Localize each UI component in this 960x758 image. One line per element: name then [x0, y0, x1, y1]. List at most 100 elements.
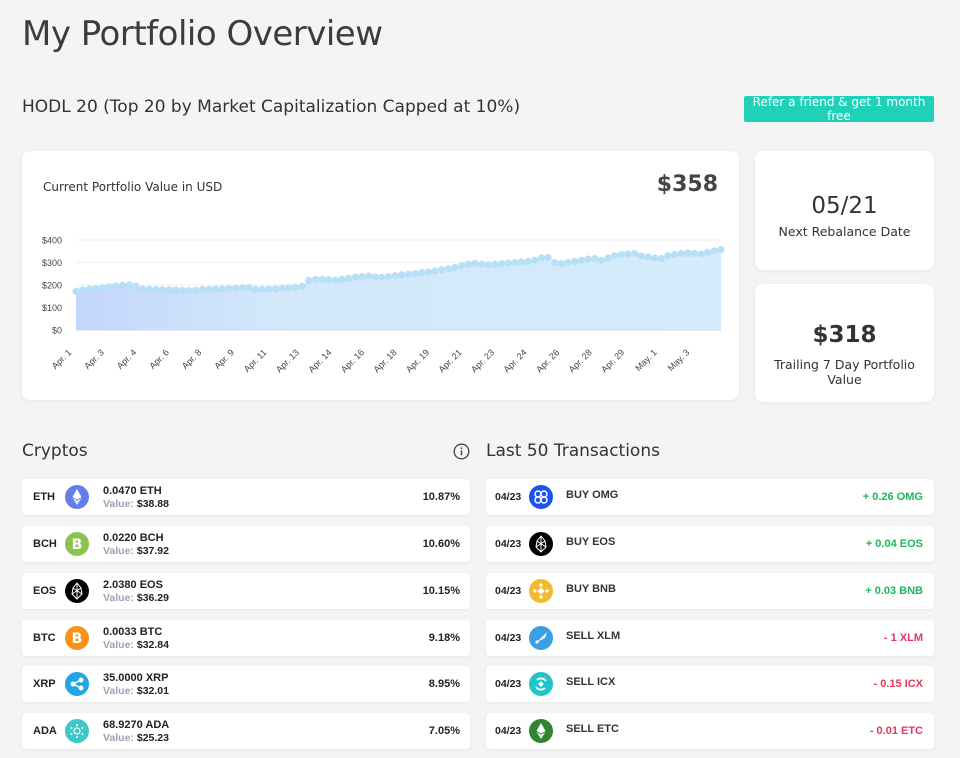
- chart-point[interactable]: [138, 285, 147, 293]
- chart-point[interactable]: [411, 270, 419, 278]
- chart-point[interactable]: [444, 265, 452, 273]
- chart-point[interactable]: [677, 249, 685, 258]
- chart-point[interactable]: [451, 263, 459, 272]
- chart-point[interactable]: [458, 262, 466, 270]
- chart-point[interactable]: [704, 248, 712, 256]
- chart-point[interactable]: [351, 273, 359, 281]
- chart-point[interactable]: [717, 245, 725, 254]
- chart-point[interactable]: [92, 284, 100, 292]
- chart-point[interactable]: [185, 287, 193, 295]
- chart-point[interactable]: [637, 252, 645, 260]
- chart-point[interactable]: [305, 276, 313, 285]
- chart-point[interactable]: [690, 249, 699, 258]
- chart-point[interactable]: [258, 285, 266, 294]
- chart-point[interactable]: [371, 273, 379, 281]
- chart-point[interactable]: [345, 274, 353, 282]
- chart-point[interactable]: [664, 252, 672, 260]
- chart-point[interactable]: [85, 285, 93, 293]
- chart-point[interactable]: [72, 287, 80, 295]
- chart-point[interactable]: [251, 285, 260, 293]
- chart-point[interactable]: [710, 247, 719, 255]
- chart-point[interactable]: [517, 258, 526, 266]
- chart-point[interactable]: [125, 281, 133, 289]
- info-icon[interactable]: [453, 443, 470, 460]
- transaction-row[interactable]: 04/23 BUY OMG + 0.26 OMG: [486, 479, 934, 515]
- chart-point[interactable]: [99, 284, 107, 292]
- crypto-row[interactable]: BCH B 0.0220 BCH Value: $37.92 10.60%: [22, 526, 470, 562]
- chart-point[interactable]: [617, 251, 625, 259]
- chart-point[interactable]: [172, 286, 180, 294]
- chart-point[interactable]: [531, 256, 539, 264]
- chart-point[interactable]: [105, 283, 113, 291]
- chart-point[interactable]: [604, 254, 612, 262]
- chart-point[interactable]: [524, 257, 532, 265]
- refer-friend-button[interactable]: Refer a friend & get 1 month free: [744, 95, 934, 123]
- chart-point[interactable]: [544, 253, 552, 262]
- chart-point[interactable]: [212, 285, 220, 293]
- chart-point[interactable]: [205, 285, 213, 293]
- chart-point[interactable]: [145, 285, 153, 293]
- transaction-row[interactable]: 04/23 BUY BNB + 0.03 BNB: [486, 573, 934, 609]
- chart-point[interactable]: [697, 250, 705, 258]
- chart-point[interactable]: [391, 272, 399, 280]
- chart-point[interactable]: [318, 275, 326, 283]
- chart-point[interactable]: [431, 267, 439, 275]
- chart-point[interactable]: [152, 285, 160, 294]
- chart-point[interactable]: [644, 253, 652, 261]
- chart-point[interactable]: [577, 256, 586, 264]
- chart-point[interactable]: [378, 273, 386, 281]
- chart-point[interactable]: [311, 275, 319, 283]
- chart-point[interactable]: [464, 260, 472, 268]
- chart-point[interactable]: [118, 281, 127, 289]
- chart-point[interactable]: [537, 254, 546, 262]
- crypto-row[interactable]: XRP 35.0000 XRP Value: $32.01 8.95%: [22, 666, 470, 702]
- chart-point[interactable]: [325, 276, 333, 284]
- chart-point[interactable]: [265, 285, 273, 293]
- chart-point[interactable]: [331, 276, 339, 284]
- chart-point[interactable]: [650, 254, 659, 262]
- chart-point[interactable]: [218, 285, 226, 293]
- chart-point[interactable]: [584, 255, 592, 263]
- chart-point[interactable]: [365, 272, 373, 280]
- chart-point[interactable]: [484, 261, 492, 269]
- chart-point[interactable]: [571, 257, 579, 265]
- chart-point[interactable]: [338, 275, 346, 283]
- portfolio-value-chart[interactable]: $400 $300 $200 $100 $0 Apr. 1 Apr. 3 Apr. 4 Apr.…: [22, 151, 739, 400]
- chart-point[interactable]: [232, 284, 240, 292]
- chart-point[interactable]: [597, 256, 605, 264]
- chart-point[interactable]: [471, 259, 479, 267]
- chart-point[interactable]: [79, 286, 87, 294]
- chart-point[interactable]: [478, 260, 486, 268]
- chart-point[interactable]: [438, 266, 446, 274]
- chart-point[interactable]: [298, 282, 306, 290]
- crypto-row[interactable]: EOS 2.0380 EOS Value: $36.29 10.15%: [22, 573, 470, 609]
- chart-point[interactable]: [551, 258, 559, 267]
- chart-point[interactable]: [285, 284, 293, 292]
- chart-point[interactable]: [624, 250, 632, 258]
- chart-point[interactable]: [491, 260, 499, 268]
- chart-point[interactable]: [564, 258, 572, 267]
- chart-point[interactable]: [165, 286, 173, 294]
- chart-point[interactable]: [398, 271, 406, 279]
- chart-point[interactable]: [404, 270, 413, 278]
- transaction-row[interactable]: 04/23 SELL ETC - 0.01 ETC: [486, 713, 934, 749]
- chart-point[interactable]: [178, 286, 186, 294]
- chart-point[interactable]: [670, 251, 679, 259]
- transaction-row[interactable]: 04/23 SELL ICX - 0.15 ICX: [486, 666, 934, 702]
- chart-point[interactable]: [631, 249, 639, 258]
- crypto-row[interactable]: BTC B 0.0033 BTC Value: $32.84 9.18%: [22, 620, 470, 656]
- chart-point[interactable]: [225, 285, 233, 293]
- chart-point[interactable]: [271, 285, 280, 293]
- crypto-row[interactable]: ADA 68.9270 ADA Value: $25.23 7.05%: [22, 713, 470, 749]
- chart-point[interactable]: [611, 252, 619, 260]
- chart-point[interactable]: [504, 259, 512, 267]
- crypto-row[interactable]: ETH 0.0470 ETH Value: $38.88 10.87%: [22, 479, 470, 515]
- chart-point[interactable]: [511, 258, 519, 267]
- chart-point[interactable]: [132, 282, 140, 290]
- chart-point[interactable]: [591, 254, 599, 263]
- chart-point[interactable]: [112, 282, 120, 290]
- chart-point[interactable]: [418, 269, 426, 277]
- chart-point[interactable]: [245, 284, 253, 292]
- chart-point[interactable]: [238, 284, 246, 292]
- chart-point[interactable]: [158, 286, 166, 294]
